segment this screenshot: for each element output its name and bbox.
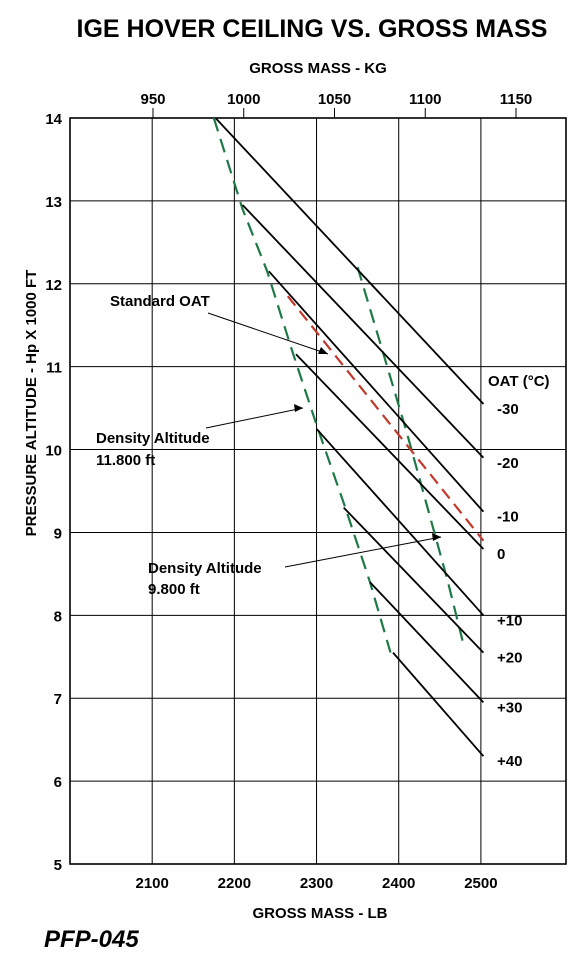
annotation-density-upper: Density Altitude 11.800 ft bbox=[96, 404, 304, 469]
oat-label--30: -30 bbox=[497, 401, 519, 418]
y-tick-label: 8 bbox=[54, 608, 62, 625]
oat-line-+40 bbox=[392, 652, 485, 757]
oat-label-+20: +20 bbox=[497, 650, 522, 667]
y-tick-label: 13 bbox=[45, 194, 62, 211]
x2-tick-label: 1000 bbox=[227, 91, 260, 108]
oat-label-+30: +30 bbox=[497, 699, 522, 716]
plot-frame bbox=[69, 117, 567, 865]
y-tick-label: 14 bbox=[45, 111, 62, 128]
x-tick-label: 2400 bbox=[382, 875, 415, 892]
tick-labels: 2100 2200 2300 2400 2500 950 1000 1050 1100 1150 5… bbox=[45, 91, 532, 892]
oat-label-0: 0 bbox=[497, 546, 505, 563]
annotation-standard-oat: Standard OAT bbox=[110, 293, 329, 355]
y-tick-label: 12 bbox=[45, 277, 62, 294]
chart-title: IGE HOVER CEILING VS. GROSS MASS bbox=[77, 15, 548, 43]
x2-tick-label: 1150 bbox=[500, 91, 533, 108]
density-upper-label-1: Density Altitude bbox=[96, 430, 210, 447]
density-lower-arrowhead bbox=[432, 533, 441, 541]
oat-line--10 bbox=[268, 270, 485, 513]
x2-axis-title: GROSS MASS - KG bbox=[249, 60, 387, 77]
density-upper-pointer bbox=[205, 407, 304, 429]
standard-oat-line bbox=[286, 295, 485, 542]
y-axis-title: PRESSURE ALTITUDE - Hp X 1000 FT bbox=[23, 270, 40, 537]
standard-oat-arrowhead bbox=[318, 347, 328, 354]
figure-id: PFP-045 bbox=[44, 926, 139, 953]
x-tick-label: 2500 bbox=[464, 875, 497, 892]
oat-label--10: -10 bbox=[497, 509, 519, 526]
x2-tick-label: 1100 bbox=[409, 91, 442, 108]
standard-oat-label: Standard OAT bbox=[110, 293, 210, 310]
x-tick-label: 2200 bbox=[218, 875, 251, 892]
x2-tick-label: 950 bbox=[140, 91, 165, 108]
oat-labels: -30 -20 -10 0 +10 +20 +30 +40 bbox=[497, 401, 522, 770]
density-altitude-lines bbox=[212, 117, 466, 653]
oat-line-+20 bbox=[343, 506, 485, 654]
oat-line-0 bbox=[295, 353, 485, 550]
y-tick-label: 10 bbox=[45, 443, 62, 460]
y-tick-label: 11 bbox=[46, 360, 62, 377]
oat-label--20: -20 bbox=[497, 455, 519, 472]
standard-oat-pointer bbox=[207, 312, 329, 355]
oat-line-+10 bbox=[315, 428, 485, 616]
oat-series-lines bbox=[214, 117, 485, 757]
y-tick-label: 5 bbox=[54, 857, 62, 874]
x-tick-label: 2300 bbox=[300, 875, 333, 892]
oat-line--20 bbox=[241, 204, 485, 459]
annotation-density-lower: Density Altitude 9.800 ft bbox=[148, 533, 442, 598]
density-lower-pointer bbox=[284, 536, 442, 568]
y-tick-label: 9 bbox=[54, 525, 62, 542]
oat-label-+10: +10 bbox=[497, 612, 522, 629]
x-axis-title: GROSS MASS - LB bbox=[252, 905, 387, 922]
density-lower-label-1: Density Altitude bbox=[148, 560, 262, 577]
density-upper-label-2: 11.800 ft bbox=[96, 452, 155, 469]
density-lower-label-2: 9.800 ft bbox=[148, 581, 200, 598]
standard-oat-curve bbox=[286, 295, 485, 542]
y-tick-label: 7 bbox=[54, 691, 62, 708]
oat-legend-title: OAT (°C) bbox=[488, 373, 550, 390]
grid-layer bbox=[70, 117, 566, 865]
oat-label-+40: +40 bbox=[497, 753, 522, 770]
oat-line-+30 bbox=[369, 581, 485, 704]
x-tick-label: 2100 bbox=[135, 875, 168, 892]
density-altitude-line-2 bbox=[356, 266, 466, 649]
x2-tick-label: 1050 bbox=[318, 91, 351, 108]
oat-line--30 bbox=[214, 117, 485, 405]
density-upper-arrowhead bbox=[294, 404, 303, 412]
y-tick-label: 6 bbox=[54, 774, 62, 791]
